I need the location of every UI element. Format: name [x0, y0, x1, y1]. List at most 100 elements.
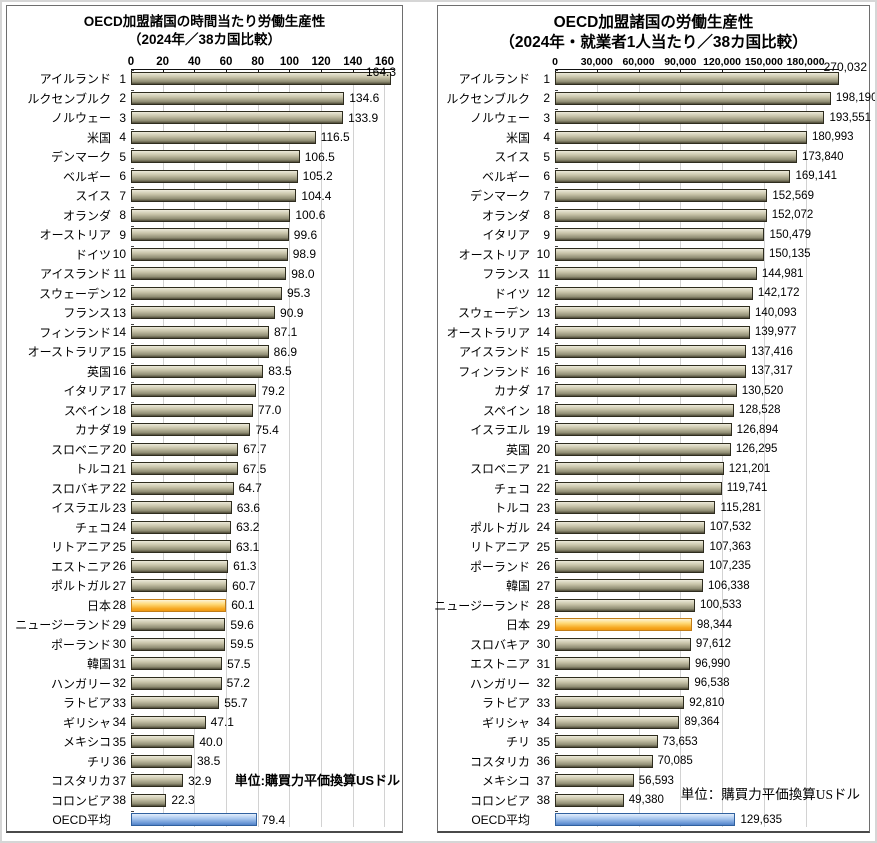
country-name: コロンビア — [50, 793, 111, 808]
country-rank: 10 — [112, 247, 126, 262]
value-label: 107,532 — [709, 521, 752, 534]
country-name: スロバキア — [50, 481, 111, 496]
country-rank: 31 — [536, 656, 550, 671]
country-name: ノルウェー — [469, 111, 530, 126]
category-label: ルクセンブルク 2 — [438, 90, 555, 107]
bar-cell: 107,532 — [555, 518, 839, 538]
country-name: スペイン — [63, 403, 111, 418]
country-name: メキシコ — [481, 774, 530, 789]
country-rank: 5 — [119, 149, 126, 164]
bar-cell: 139,977 — [555, 323, 839, 343]
category-label: メキシコ 35 — [7, 733, 131, 750]
country-name: ギリシャ — [481, 715, 530, 730]
chart-row: オランダ 8 100.6 — [7, 206, 394, 226]
value-label: 130,520 — [741, 384, 784, 397]
axis-tick-mark — [596, 70, 598, 74]
chart-row: メキシコ 37 56,593 — [438, 771, 839, 791]
country-name: トルコ — [494, 501, 530, 516]
bar-cell: 57.5 — [131, 654, 394, 674]
chart-row: オランダ 8 152,072 — [438, 206, 839, 226]
country-name: 米国 — [505, 130, 530, 145]
chart-title: OECD加盟諸国の時間当たり労働生産性 （2024年／38カ国比較） — [7, 13, 402, 54]
chart-row: カナダ 19 75.4 — [7, 420, 394, 440]
bar-cell: 129,635 — [555, 810, 839, 830]
country-rank: 4 — [543, 130, 550, 145]
country-name: アイルランド — [39, 72, 111, 87]
bar — [131, 462, 238, 476]
axis-tick-mark — [226, 70, 228, 74]
category-label: スペイン 18 — [7, 402, 131, 419]
chart-row: スロバキア 30 97,612 — [438, 635, 839, 655]
chart-row: コスタリカ 36 70,085 — [438, 752, 839, 772]
bar-cell: 96,990 — [555, 654, 839, 674]
bar-cell: 115,281 — [555, 498, 839, 518]
chart-title-line2: （2024年／38カ国比較） — [127, 31, 282, 47]
chart-row: ギリシャ 34 89,364 — [438, 713, 839, 733]
country-name: ポーランド — [469, 559, 530, 574]
chart-row: リトアニア 25 107,363 — [438, 537, 839, 557]
bar — [555, 715, 680, 729]
axis-tick-label: 120,000 — [703, 56, 742, 68]
bar-cell: 133.9 — [131, 108, 394, 128]
chart-row: ドイツ 10 98.9 — [7, 245, 394, 265]
chart-row: スウェーデン 12 95.3 — [7, 284, 394, 304]
bar — [555, 345, 747, 359]
country-name: コロンビア — [469, 793, 530, 808]
bar — [131, 696, 220, 710]
category-label: ノルウェー 3 — [7, 109, 131, 126]
bar-cell: 130,520 — [555, 381, 839, 401]
country-rank: 36 — [112, 754, 126, 769]
bar-cell: 137,416 — [555, 342, 839, 362]
chart-row: ポルトガル 27 60.7 — [7, 576, 394, 596]
value-label: 73,653 — [662, 735, 698, 748]
country-rank: 26 — [536, 559, 550, 574]
chart-row: イスラエル 23 63.6 — [7, 498, 394, 518]
country-rank: 17 — [536, 383, 550, 398]
value-label: 63.6 — [236, 500, 261, 515]
category-label: ギリシャ 34 — [7, 714, 131, 731]
country-rank: 16 — [112, 364, 126, 379]
chart-row: チリ 36 38.5 — [7, 752, 394, 772]
bar — [131, 228, 289, 242]
category-label: 英国 20 — [438, 441, 555, 458]
country-name: コスタリカ — [469, 754, 530, 769]
country-rank: 19 — [112, 422, 126, 437]
bar-cell: 38.5 — [131, 752, 394, 772]
category-label: スロベニア 21 — [438, 460, 555, 477]
bar-cell: 116.5 — [131, 128, 394, 148]
bar — [131, 345, 269, 359]
chart-row: スペイン 18 77.0 — [7, 401, 394, 421]
bar-cell: 70,085 — [555, 752, 839, 772]
chart-row: コスタリカ 37 32.9 — [7, 771, 394, 791]
country-rank: 21 — [112, 461, 126, 476]
category-label: メキシコ 37 — [438, 772, 555, 789]
country-name: イスラエル — [51, 501, 111, 516]
category-label: スペイン 18 — [438, 402, 555, 419]
bar — [131, 676, 222, 690]
gridline — [289, 70, 291, 827]
category-label: デンマーク 7 — [438, 187, 555, 204]
country-name: チリ — [86, 754, 111, 769]
country-name: スウェーデン — [457, 306, 530, 321]
chart-row: 韓国 31 57.5 — [7, 654, 394, 674]
value-label: 63.1 — [235, 539, 260, 554]
country-rank: 1 — [543, 71, 550, 86]
bar-cell: 56,593 — [555, 771, 839, 791]
chart-row: ルクセンブルク 2 198,190 — [438, 89, 877, 109]
chart-row: ハンガリー 32 96,538 — [438, 674, 839, 694]
chart-row: 日本 29 98,344 — [438, 615, 839, 635]
category-label: トルコ 23 — [438, 499, 555, 516]
value-label: 107,235 — [709, 560, 751, 573]
country-name: チリ — [505, 735, 530, 750]
country-rank: 10 — [536, 247, 550, 262]
category-label: コロンビア 38 — [7, 792, 131, 809]
country-name: OECD平均 — [52, 813, 111, 828]
country-rank: 12 — [536, 286, 550, 301]
value-label: 106.5 — [304, 149, 335, 164]
chart-row: オーストラリア 15 86.9 — [7, 342, 394, 362]
chart-row: オーストリア 9 99.6 — [7, 225, 394, 245]
category-label: コスタリカ 36 — [438, 753, 555, 770]
category-label: リトアニア 25 — [438, 538, 555, 555]
value-label: 67.5 — [242, 461, 267, 476]
bar-cell: 47.1 — [131, 713, 394, 733]
